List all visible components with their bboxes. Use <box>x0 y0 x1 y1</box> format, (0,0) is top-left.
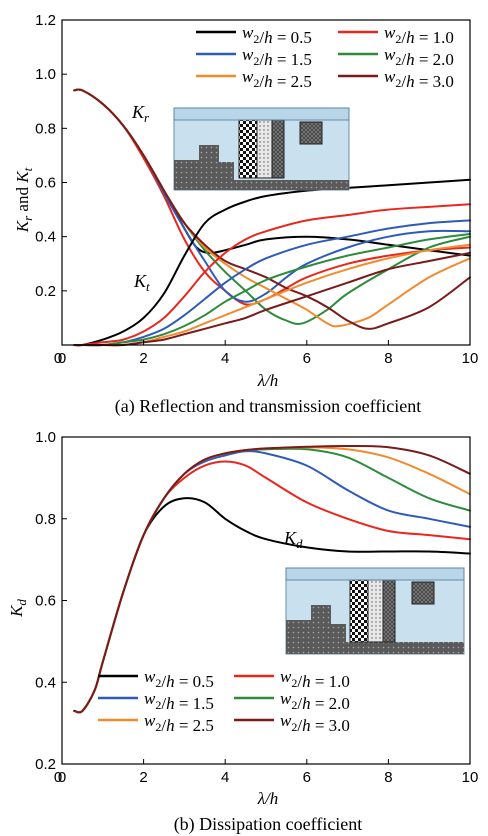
y-tick-label-a: 0.6 <box>35 175 56 192</box>
x-tick-label-a: 2 <box>139 350 147 367</box>
y-tick-label-b: 1.0 <box>35 429 56 446</box>
legend-label-b-w10: w2/h = 1.0 <box>280 667 350 691</box>
plot-b-series <box>73 444 471 714</box>
y-tick-label-a: 1.0 <box>35 66 56 83</box>
axes-a: 0 2 4 6 8 10 0.2 0.4 0.6 0.8 1.0 1.2 0 <box>35 12 478 367</box>
annotation-kt: Kt <box>133 271 150 294</box>
x-tick-label-b: 2 <box>139 769 147 786</box>
legend-label-b-w30: w2/h = 3.0 <box>280 711 350 735</box>
legend-label-b-w25: w2/h = 2.5 <box>144 711 214 735</box>
legend-label-a-w20: w2/h = 2.0 <box>384 45 454 69</box>
y-tick-label-a: 0.2 <box>35 283 56 300</box>
x-axis-label-b: λ/h <box>257 789 279 808</box>
y-axis-label-a: Kr and Kt <box>13 167 35 233</box>
series-line-a-kt-w10 <box>73 203 471 347</box>
annotation-kd: Kd <box>283 528 303 551</box>
legend-label-a-w30: w2/h = 3.0 <box>384 67 454 91</box>
y-tick-label-a: 0.4 <box>35 229 56 246</box>
series-line-a-kt-w30 <box>73 251 471 347</box>
y-tick-label-b: 0.8 <box>35 511 56 528</box>
y-axis-label-b: Kd <box>7 599 29 618</box>
x-tick-label-a: 10 <box>462 350 479 367</box>
x-tick-label-b: 8 <box>384 769 392 786</box>
y-tick-label-a: 1.2 <box>35 12 56 29</box>
chart-reflection-transmission: w2/h = 0.5 w2/h = 1.0 w2/h = 1.5 w2/h = 2.0… <box>13 12 478 417</box>
y-tick-label-b: 0.2 <box>35 756 56 773</box>
x-tick-label-a: 6 <box>303 350 311 367</box>
legend-label-a-w10: w2/h = 1.0 <box>384 23 454 47</box>
legend-a: w2/h = 0.5 w2/h = 1.0 w2/h = 1.5 w2/h = 2.0… <box>196 23 454 91</box>
legend-label-b-w20: w2/h = 2.0 <box>280 689 350 713</box>
y-tick-label-b: 0.4 <box>35 674 56 691</box>
legend-label-a-w05: w2/h = 0.5 <box>242 23 312 47</box>
x-tick-label-a: 0 <box>58 350 66 367</box>
y-tick-label-a: 0.8 <box>35 120 56 137</box>
chart-dissipation: w2/h = 0.5 w2/h = 1.0 w2/h = 1.5 w2/h = 2.0… <box>7 429 478 835</box>
x-tick-label-b: 6 <box>303 769 311 786</box>
y-tick-label-b: 0.6 <box>35 593 56 610</box>
origin-label-a: 0 <box>54 350 62 367</box>
schematic-inset-b <box>285 567 465 655</box>
series-line-b-w30 <box>73 444 471 714</box>
legend-label-b-w05: w2/h = 0.5 <box>144 667 214 691</box>
schematic-inset-a <box>173 107 350 191</box>
legend-label-b-w15: w2/h = 1.5 <box>144 689 214 713</box>
x-tick-label-a: 8 <box>384 350 392 367</box>
x-axis-label-a: λ/h <box>257 371 279 390</box>
legend-label-a-w25: w2/h = 2.5 <box>242 67 312 91</box>
origin-label-b: 0 <box>54 769 62 786</box>
caption-a: (a) Reflection and transmission coeffici… <box>115 396 422 417</box>
series-line-a-kt-w20 <box>73 233 471 347</box>
x-tick-label-a: 4 <box>221 350 229 367</box>
legend-label-a-w15: w2/h = 1.5 <box>242 45 312 69</box>
series-line-a-kt-w05 <box>73 178 471 347</box>
legend-b: w2/h = 0.5 w2/h = 1.0 w2/h = 1.5 w2/h = 2.0… <box>98 667 350 735</box>
annotation-kr: Kr <box>131 102 150 125</box>
caption-b: (b) Dissipation coefficient <box>174 814 363 835</box>
x-tick-label-b: 4 <box>221 769 229 786</box>
x-tick-label-b: 10 <box>462 769 479 786</box>
axes-b: 0 2 4 6 8 10 0.2 0.4 0.6 0.8 1.0 0 <box>35 429 478 786</box>
x-tick-label-b: 0 <box>58 769 66 786</box>
